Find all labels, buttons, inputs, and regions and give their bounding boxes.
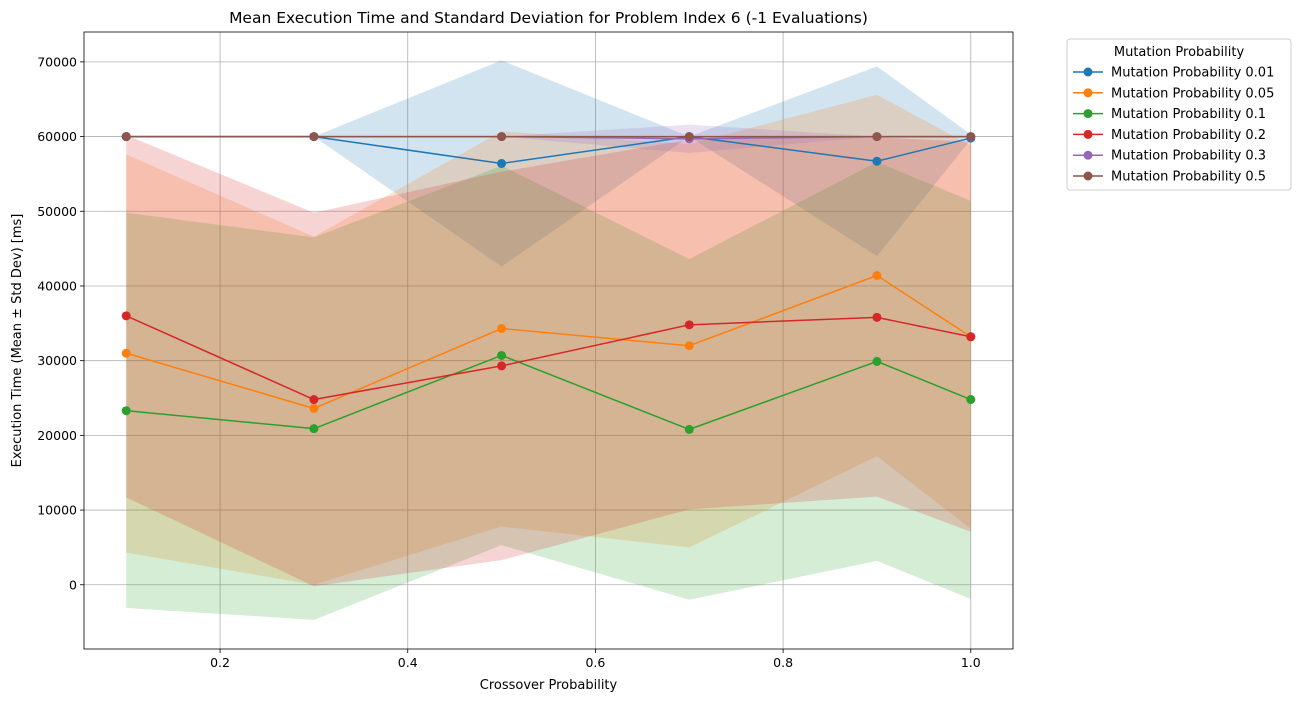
data-point: [121, 132, 131, 142]
x-axis-label: Crossover Probability: [480, 678, 618, 693]
y-tick-label: 40000: [37, 278, 77, 293]
legend-box: [1066, 38, 1292, 191]
data-point: [121, 348, 131, 358]
legend-marker: [1083, 88, 1093, 98]
data-point: [309, 403, 319, 413]
legend-title: Mutation Probability: [1114, 45, 1245, 60]
y-tick-label: 20000: [37, 428, 77, 443]
legend-label: Mutation Probability 0.05: [1111, 86, 1274, 101]
y-tick-label: 70000: [37, 54, 77, 69]
series-line: [126, 274, 972, 410]
legend-marker: [1083, 129, 1093, 139]
grid: [84, 32, 1013, 649]
std-dev-band: [126, 60, 971, 267]
data-point: [121, 406, 131, 416]
series-line: [126, 354, 972, 431]
std-dev-band: [126, 94, 971, 585]
data-point: [872, 156, 882, 166]
data-point: [966, 395, 976, 405]
data-point: [684, 320, 694, 330]
legend-label: Mutation Probability 0.01: [1111, 66, 1274, 81]
x-tick-label: 0.6: [585, 655, 605, 670]
legend-label: Mutation Probability 0.2: [1111, 128, 1266, 143]
axis-ticks: 0.2 0.4 0.6 0.8 1.0 0 10000 20000 30000 40000 5000…: [37, 54, 981, 670]
data-point: [872, 356, 882, 366]
legend-label: Mutation Probability 0.3: [1111, 149, 1266, 164]
x-tick-label: 0.2: [210, 655, 230, 670]
data-point: [309, 424, 319, 434]
legend-label: Mutation Probability 0.5: [1111, 170, 1266, 185]
y-tick-label: 10000: [37, 503, 77, 518]
data-point: [497, 324, 507, 334]
data-point: [872, 312, 882, 322]
series-line: [125, 315, 971, 401]
x-tick-label: 1.0: [961, 655, 981, 670]
data-point: [966, 332, 976, 342]
data-point: [497, 350, 507, 360]
y-tick-label: 60000: [37, 129, 77, 144]
data-point: [872, 271, 882, 281]
data-point: [497, 361, 507, 371]
chart-title: Mean Execution Time and Standard Deviati…: [229, 9, 868, 27]
data-point: [684, 341, 694, 351]
x-tick-label: 0.8: [773, 655, 793, 670]
legend-marker: [1083, 171, 1093, 181]
y-axis-label: Execution Time (Mean ± Std Dev) [ms]: [10, 214, 25, 468]
data-point: [497, 132, 507, 142]
std-dev-band: [126, 135, 971, 587]
data-point: [121, 311, 131, 321]
data-point: [966, 132, 976, 142]
y-tick-label: 0: [69, 577, 77, 592]
std-dev-bands: [126, 60, 971, 620]
y-tick-label: 50000: [37, 204, 77, 219]
data-point: [684, 132, 694, 142]
data-point: [684, 424, 694, 434]
legend-entries: Mutation Probability 0.01 Mutation Probab…: [1073, 66, 1274, 185]
legend-marker: [1083, 150, 1093, 160]
std-dev-band: [126, 161, 971, 620]
data-point: [872, 132, 882, 142]
x-tick-label: 0.4: [398, 655, 418, 670]
data-point: [309, 395, 319, 405]
data-point: [309, 132, 319, 142]
mean-lines: [125, 135, 972, 431]
legend-marker: [1083, 109, 1093, 119]
plot-area-frame: [83, 31, 1014, 650]
legend: Mutation Probability Mutation Probabilit…: [1066, 38, 1292, 191]
mean-points: [121, 132, 976, 434]
legend-marker: [1083, 67, 1093, 77]
data-point: [497, 158, 507, 168]
y-tick-label: 30000: [37, 353, 77, 368]
legend-label: Mutation Probability 0.1: [1111, 107, 1266, 122]
